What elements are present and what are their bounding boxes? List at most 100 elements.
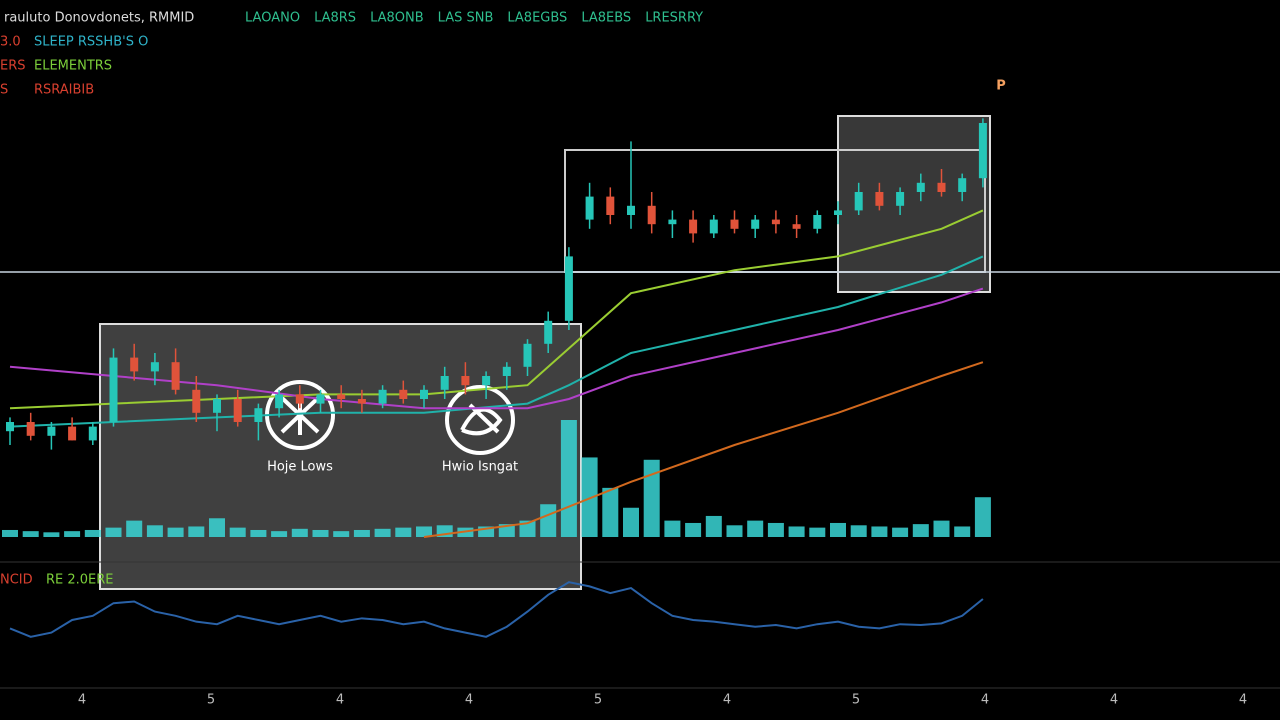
oscillator-label: NCID: [0, 573, 33, 588]
volume-bar: [146, 525, 163, 537]
volume-bar: [209, 518, 225, 537]
volume-bar: [126, 520, 143, 537]
volume-bar: [581, 457, 598, 537]
candle-body: [461, 376, 470, 386]
volume-bar: [767, 522, 784, 537]
candle-body: [834, 210, 842, 215]
candle-body: [47, 426, 56, 436]
volume-bar: [809, 527, 826, 537]
candle-body: [337, 394, 346, 399]
x-tick-label: 4: [336, 693, 344, 708]
volume-bar: [167, 527, 184, 537]
moving-average: [9, 255, 984, 428]
volume-bar: [643, 459, 660, 537]
volume-bar: [291, 528, 308, 537]
candle-body: [585, 196, 594, 220]
header-tag: LA8EBS: [581, 11, 631, 26]
candle-body: [275, 394, 284, 409]
candle-body: [916, 182, 925, 192]
candle-body: [709, 219, 718, 234]
annotation-label: Hoje Lows: [267, 460, 333, 475]
candle-body: [627, 205, 635, 215]
candle-body: [150, 362, 159, 372]
volume-bar: [830, 522, 846, 537]
candle-body: [254, 408, 263, 422]
volume-bar: [560, 420, 577, 537]
volume-bar: [933, 520, 950, 537]
candle-body: [730, 219, 739, 229]
oscillator-line: [9, 581, 984, 638]
candle-body: [544, 320, 553, 344]
legend-label: SLEEP RSSHB'S O: [34, 35, 148, 50]
volume-bar: [974, 497, 991, 537]
price-marker: P: [996, 79, 1006, 94]
volume-bar: [747, 520, 764, 537]
volume-bar: [333, 531, 350, 537]
volume-bar: [892, 527, 909, 537]
volume-bar: [22, 531, 39, 537]
volume-bar: [353, 529, 370, 537]
candle-body: [316, 394, 325, 404]
candle-body: [420, 389, 428, 399]
candle-body: [109, 357, 118, 422]
volume-bar: [871, 526, 888, 537]
volume-bar: [912, 524, 929, 537]
candle-body: [937, 182, 946, 192]
candle-body: [440, 376, 449, 390]
candle-body: [378, 389, 387, 404]
x-tick-label: 4: [723, 693, 731, 708]
volume-bar: [64, 531, 81, 537]
volume-bar: [271, 531, 288, 537]
header-tag: LA8RS: [314, 11, 356, 26]
header-tag: LAS SNB: [438, 11, 494, 26]
candle-body: [978, 123, 987, 179]
candle-body: [6, 422, 14, 432]
candle-body: [88, 426, 97, 441]
candle-body: [171, 362, 180, 390]
candle-body: [26, 422, 35, 436]
volume-bar: [850, 525, 867, 537]
volume-bar: [478, 526, 495, 537]
candle-body: [689, 219, 698, 234]
volume-bar: [84, 529, 101, 537]
candle-body: [523, 343, 532, 367]
candle-body: [668, 219, 677, 225]
volume-bar: [250, 529, 267, 537]
candle-body: [896, 192, 905, 206]
volume-bar: [705, 515, 722, 537]
legend-prefix: ERS: [0, 59, 26, 74]
volume-bar: [395, 527, 412, 537]
x-tick-label: 4: [1110, 693, 1118, 708]
volume-bar: [416, 526, 432, 537]
oscillator-sublabel: RE 2.0ERE: [46, 573, 114, 588]
x-tick-label: 4: [78, 693, 86, 708]
candle-body: [771, 219, 780, 225]
annotation-icon: [445, 385, 515, 455]
x-tick-label: 4: [1239, 693, 1247, 708]
candle-body: [68, 426, 77, 441]
candle-body: [564, 256, 573, 321]
header-tag: LRESRRY: [645, 11, 703, 26]
highlight-box: [837, 115, 991, 293]
volume-bar: [623, 507, 639, 537]
legend-prefix: 3.0: [0, 35, 21, 50]
volume-bar: [726, 525, 743, 537]
candle-body: [130, 357, 139, 372]
candle-body: [813, 215, 822, 229]
header-tag: LA8ONB: [370, 11, 424, 26]
volume-bar: [664, 520, 681, 537]
legend-label: ELEMENTRS: [34, 59, 112, 74]
x-tick-label: 5: [207, 693, 215, 708]
volume-bar: [540, 504, 557, 537]
volume-bar: [43, 532, 60, 537]
volume-bar: [2, 529, 18, 537]
legend-label: RSRAIBIB: [34, 83, 94, 98]
volume-bar: [229, 527, 246, 537]
x-tick-label: 5: [594, 693, 602, 708]
candle-body: [606, 196, 615, 215]
annotation-label: Hwio Isngat: [442, 460, 518, 475]
moving-average: [423, 361, 984, 538]
candle-body: [751, 219, 760, 229]
candle-body: [399, 389, 408, 399]
